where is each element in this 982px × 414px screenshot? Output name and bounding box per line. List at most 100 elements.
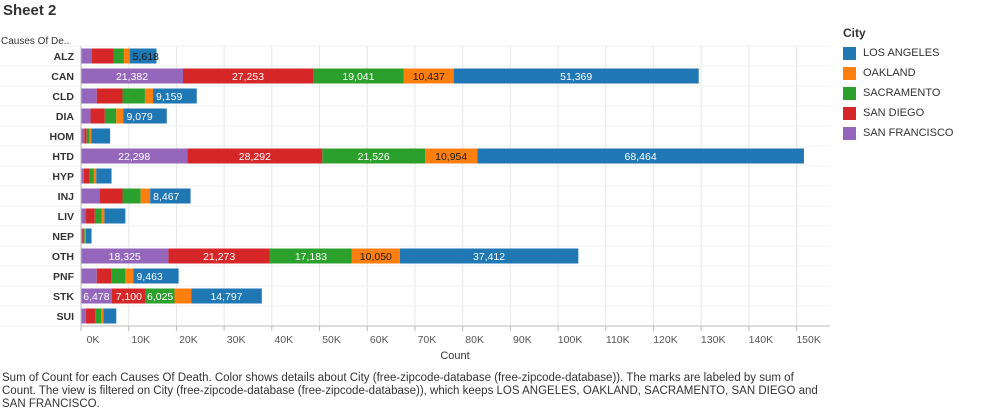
x-axis-title: Count xyxy=(440,350,469,362)
bar-segment[interactable] xyxy=(96,88,123,104)
legend: City LOS ANGELES OAKLAND SACRAMENTO SAN DIE… xyxy=(843,26,978,143)
bar-segment[interactable] xyxy=(477,148,804,164)
category-label: DIA xyxy=(56,111,75,123)
category-label: SUI xyxy=(56,311,74,323)
bar-segment[interactable] xyxy=(399,248,579,264)
bar-segment[interactable] xyxy=(129,48,157,64)
bar-segment[interactable] xyxy=(123,48,130,64)
bar-segment[interactable] xyxy=(103,308,117,324)
bar-segment[interactable] xyxy=(133,268,179,284)
bar-segment[interactable] xyxy=(81,188,100,204)
bar-segment[interactable] xyxy=(81,128,85,144)
legend-label: SAN FRANCISCO xyxy=(863,127,954,139)
bar-segment[interactable] xyxy=(403,68,454,84)
bar-segment[interactable] xyxy=(425,148,478,164)
x-tick-label: 60K xyxy=(370,334,389,346)
bar-segment[interactable] xyxy=(313,68,404,84)
bar-segment[interactable] xyxy=(84,228,86,244)
legend-item[interactable]: OAKLAND xyxy=(843,63,978,83)
legend-item[interactable]: SACRAMENTO xyxy=(843,83,978,103)
bar-value-label: 21,526 xyxy=(358,151,390,163)
bar-segment[interactable] xyxy=(81,168,84,184)
gridlines xyxy=(0,45,830,327)
bar-segment[interactable] xyxy=(81,208,86,224)
caption: Sum of Count for each Causes Of Death. C… xyxy=(2,372,818,410)
bar-segment[interactable] xyxy=(96,168,112,184)
bar-segment[interactable] xyxy=(122,188,141,204)
bar-value-label: 10,050 xyxy=(360,251,392,263)
bar-value-label: 6,478 xyxy=(83,291,109,303)
bar-value-label: 27,253 xyxy=(232,71,264,83)
legend-title: City xyxy=(843,26,866,40)
bar-segment[interactable] xyxy=(322,148,426,164)
bar-segment[interactable] xyxy=(191,288,262,304)
bar-segment[interactable] xyxy=(96,268,112,284)
category-label: NEP xyxy=(52,231,74,243)
bar-segment[interactable] xyxy=(101,308,104,324)
x-tick-label: 20K xyxy=(179,334,198,346)
category-label: HYP xyxy=(52,171,74,183)
bar-segment[interactable] xyxy=(101,208,105,224)
bar-segment[interactable] xyxy=(94,208,102,224)
bar-value-label: 17,183 xyxy=(295,251,327,263)
legend-item[interactable]: LOS ANGELES xyxy=(843,43,978,63)
x-tick-label: 110K xyxy=(606,334,630,346)
bar-segment[interactable] xyxy=(84,128,87,144)
bar-segment[interactable] xyxy=(269,248,352,264)
bar-segment[interactable] xyxy=(81,228,83,244)
bar-segment[interactable] xyxy=(81,108,91,124)
bar-segment[interactable] xyxy=(351,248,400,264)
bar-segment[interactable] xyxy=(187,148,323,164)
x-tick-label: 0K xyxy=(87,334,100,346)
bar-segment[interactable] xyxy=(145,288,175,304)
bar-segment[interactable] xyxy=(83,168,90,184)
bar-segment[interactable] xyxy=(89,168,94,184)
bar-segment[interactable] xyxy=(81,268,97,284)
legend-swatch xyxy=(843,46,856,60)
bar-segment[interactable] xyxy=(104,108,117,124)
bar-segment[interactable] xyxy=(111,288,146,304)
bar-segment[interactable] xyxy=(85,228,92,244)
bar-segment[interactable] xyxy=(150,188,191,204)
bar-segment[interactable] xyxy=(174,288,192,304)
bar-segment[interactable] xyxy=(104,208,126,224)
legend-item[interactable]: SAN DIEGO xyxy=(843,103,978,123)
bar-segment[interactable] xyxy=(91,48,114,64)
bar-segment[interactable] xyxy=(144,88,154,104)
bar-segment[interactable] xyxy=(86,128,90,144)
bar-segment[interactable] xyxy=(140,188,151,204)
bar-segment[interactable] xyxy=(91,128,111,144)
bar-segment[interactable] xyxy=(90,108,105,124)
bar-segment[interactable] xyxy=(95,308,102,324)
bar-segment[interactable] xyxy=(81,288,112,304)
legend-swatch xyxy=(843,66,856,80)
bar-segment[interactable] xyxy=(81,308,86,324)
category-label: INJ xyxy=(58,191,75,203)
legend-item[interactable]: SAN FRANCISCO xyxy=(843,123,978,143)
bar-value-label: 10,437 xyxy=(413,71,445,83)
bar-value-label: 28,292 xyxy=(239,151,271,163)
bar-segment[interactable] xyxy=(153,88,197,104)
bar-segment[interactable] xyxy=(81,148,188,164)
bar-segment[interactable] xyxy=(81,48,92,64)
bar-segment[interactable] xyxy=(113,48,124,64)
bar-value-label: 22,298 xyxy=(118,151,150,163)
bar-segment[interactable] xyxy=(99,188,123,204)
bar-segment[interactable] xyxy=(168,248,270,264)
bar-segment[interactable] xyxy=(123,108,167,124)
bar-segment[interactable] xyxy=(116,108,124,124)
bar-segment[interactable] xyxy=(453,68,699,84)
bar-segment[interactable] xyxy=(125,268,134,284)
bar-segment[interactable] xyxy=(122,88,145,104)
bar-segment[interactable] xyxy=(81,88,97,104)
bar-segment[interactable] xyxy=(81,68,184,84)
bar-segment[interactable] xyxy=(83,228,85,244)
bar-segment[interactable] xyxy=(81,248,169,264)
bar-segment[interactable] xyxy=(111,268,126,284)
bar-segment[interactable] xyxy=(183,68,314,84)
bar-segment[interactable] xyxy=(93,168,97,184)
bar-segment[interactable] xyxy=(82,228,84,244)
bar-segment[interactable] xyxy=(89,128,92,144)
bar-segment[interactable] xyxy=(85,308,96,324)
bar-segment[interactable] xyxy=(85,208,95,224)
